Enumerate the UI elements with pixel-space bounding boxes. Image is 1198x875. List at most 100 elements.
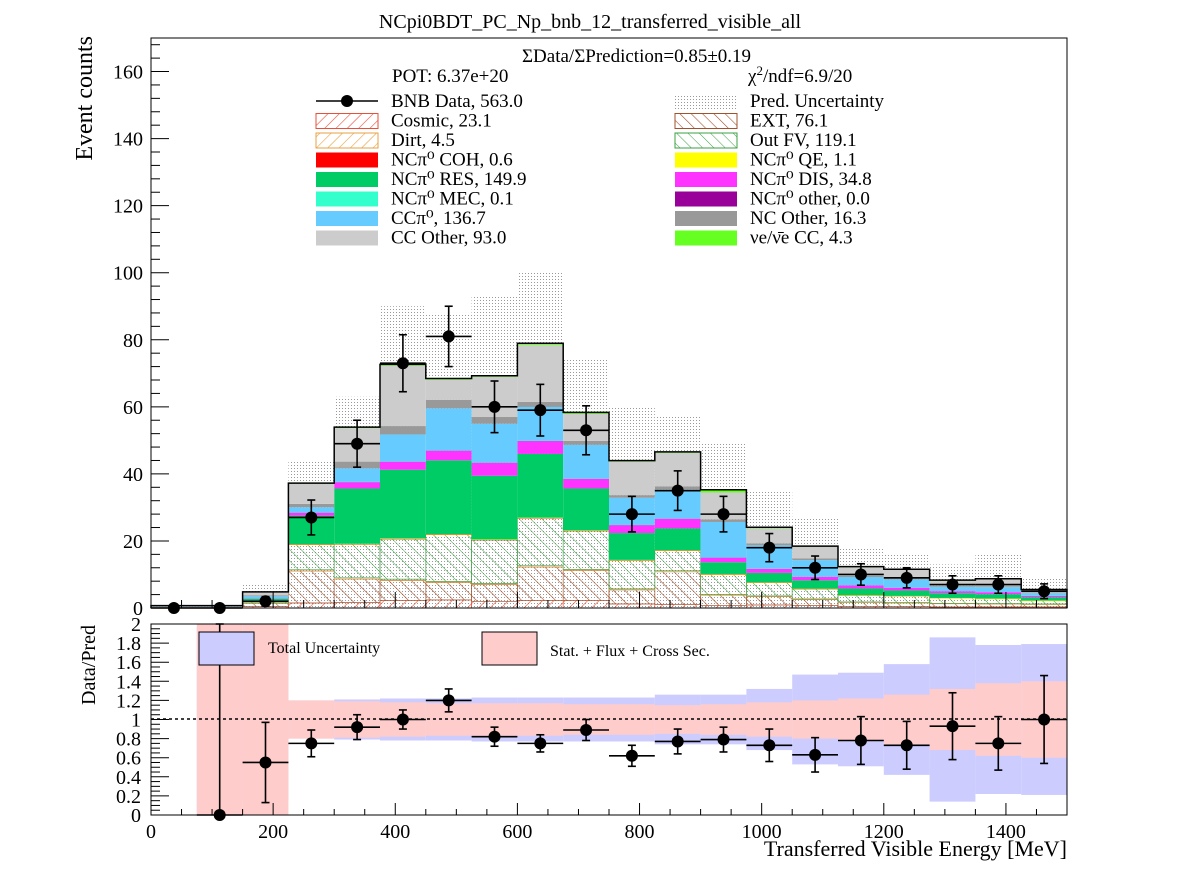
- bar-res: [425, 460, 472, 535]
- bar-qe: [425, 534, 472, 535]
- bar-dis: [425, 450, 472, 461]
- legend-item-outfv: Out FV, 119.1: [674, 130, 857, 151]
- legend-label: CCπ⁰, 136.7: [391, 208, 486, 229]
- ratio-point: [838, 715, 884, 766]
- series-outfv: [150, 517, 1068, 609]
- data-point: [425, 305, 472, 368]
- bar-ncother: [380, 426, 426, 435]
- data-point: [288, 499, 335, 536]
- data-pred-ratio: ΣData/ΣPrediction=0.85±0.19: [522, 46, 751, 67]
- bar-outfv: [471, 539, 518, 584]
- bar-dis: [746, 568, 793, 573]
- y-tick-label: 0: [133, 598, 143, 620]
- bar-outfv: [517, 517, 564, 567]
- ratio-legend-total-swatch: [198, 631, 255, 666]
- ratio-point: [609, 744, 655, 768]
- legend-label: NCπ⁰ RES, 149.9: [391, 169, 526, 190]
- data-point: [380, 333, 426, 393]
- x-tick-label: 600: [502, 821, 532, 843]
- bar-coh: [288, 544, 335, 545]
- bar-ext: [746, 596, 793, 606]
- bar-outfv: [379, 538, 427, 580]
- ratio-x-axis: 0 200 400 600 800 1000 1200 1400: [146, 803, 1068, 843]
- bar-res: [975, 594, 1022, 599]
- bar-res: [838, 588, 884, 596]
- legend-item-res: NCπ⁰ RES, 149.9: [316, 169, 526, 190]
- ratio-y-tick-label: 0: [131, 805, 141, 827]
- bar-res: [929, 593, 976, 598]
- ratio-point: [1021, 674, 1067, 765]
- bar-coh: [334, 544, 380, 545]
- bar-qe: [517, 517, 564, 519]
- bar-mec: [700, 557, 747, 558]
- bar-mec: [563, 478, 609, 479]
- ratio-y-axis-label: Data/Pred: [78, 625, 100, 705]
- bar-outfv: [288, 544, 335, 571]
- bar-dis: [883, 587, 930, 591]
- ratio-y-tick-label: 0.6: [116, 748, 141, 770]
- bar-cosmic: [379, 600, 427, 609]
- ratio-point: [975, 715, 1022, 771]
- ratio-point: [334, 713, 380, 741]
- data-point: [929, 575, 976, 595]
- bar-ext: [425, 582, 472, 601]
- bar-qe: [975, 598, 1022, 600]
- x-tick-label: 1000: [742, 821, 782, 843]
- ratio-y-tick-label: 1.6: [116, 652, 141, 674]
- bar-ext: [517, 566, 564, 601]
- bar-qe: [334, 543, 380, 545]
- bar-nue: [517, 343, 564, 345]
- data-point: [517, 383, 564, 437]
- legend-label: NCπ⁰ other, 0.0: [750, 189, 870, 210]
- data-point: [471, 380, 518, 434]
- data-point: [700, 495, 747, 533]
- bar-cosmic: [288, 602, 335, 609]
- ratio-y-tick-label: 1: [131, 710, 141, 732]
- bar-ncother: [425, 399, 472, 409]
- bar-res: [380, 469, 426, 539]
- y-tick-label: 160: [113, 62, 143, 84]
- bar-res: [746, 572, 793, 583]
- bar-cc1pi0: [380, 434, 426, 462]
- bar-ext: [288, 570, 335, 604]
- legend-label: Pred. Uncertainty: [750, 91, 885, 112]
- bar-qe: [609, 559, 655, 561]
- bar-dis: [517, 440, 564, 454]
- bar-mec: [425, 450, 472, 451]
- legend-item-ncother: NC Other, 16.3: [675, 208, 866, 229]
- bar-ext: [654, 571, 701, 605]
- bar-coh: [654, 550, 701, 551]
- bar-ext: [929, 603, 976, 608]
- ratio-point: [563, 718, 609, 742]
- ratio-y-tick-label: 0.8: [116, 729, 141, 751]
- bar-dis: [654, 518, 701, 529]
- bar-coh: [700, 574, 747, 575]
- bar-res: [883, 590, 930, 596]
- bar-outfv: [333, 543, 381, 579]
- ratio-y-axis: 00.20.40.60.811.21.41.61.82: [116, 614, 169, 827]
- ratio-point: [792, 736, 838, 773]
- y-tick-label: 100: [113, 263, 143, 285]
- data-point: [563, 405, 609, 456]
- bar-res: [334, 488, 380, 544]
- legend-label: NC Other, 16.3: [750, 208, 866, 229]
- bar-ext: [608, 589, 656, 605]
- data-point: [792, 555, 838, 581]
- bar-mec: [334, 481, 380, 483]
- ratio-point: [700, 726, 747, 753]
- bar-ext: [379, 580, 427, 601]
- data-point: [746, 532, 793, 563]
- legend-label: Dirt, 4.5: [391, 130, 455, 151]
- bar-res: [517, 453, 564, 518]
- bar-dis: [838, 585, 884, 589]
- bar-ccother: [609, 461, 655, 496]
- bar-cosmic: [425, 599, 472, 609]
- bar-qe: [380, 538, 426, 539]
- bar-outfv: [929, 597, 976, 604]
- legend-item-nue: νe/ν̄e CC, 4.3: [675, 228, 853, 249]
- legend: ΣData/ΣPrediction=0.85±0.19 POT: 6.37e+2…: [315, 46, 885, 249]
- x-axis-label: Transferred Visible Energy [MeV]: [764, 836, 1067, 861]
- legend-item-cosmic: Cosmic, 23.1: [315, 111, 492, 132]
- bar-res: [471, 475, 518, 540]
- ratio-point: [929, 691, 976, 761]
